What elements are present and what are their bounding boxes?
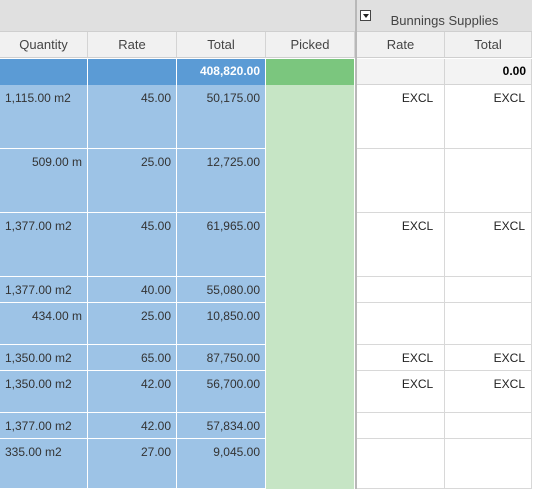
row-total[interactable]: 87,750.00	[177, 345, 266, 371]
row-bs-total[interactable]	[445, 413, 532, 439]
row-total[interactable]: 50,175.00	[177, 85, 266, 149]
row-picked[interactable]	[266, 149, 355, 213]
row-bs-total[interactable]: EXCL	[445, 371, 532, 413]
row-picked[interactable]	[266, 85, 355, 149]
row-bs-rate[interactable]	[357, 277, 445, 303]
row-rate[interactable]: 40.00	[88, 277, 177, 303]
row-picked[interactable]	[266, 213, 355, 277]
row-rate[interactable]: 45.00	[88, 213, 177, 277]
column-header-quantity[interactable]: Quantity	[0, 32, 88, 58]
row-bs-rate[interactable]	[357, 439, 445, 489]
row-bs-total[interactable]	[445, 439, 532, 489]
row-picked[interactable]	[266, 277, 355, 303]
row-picked[interactable]	[266, 413, 355, 439]
summary-rate	[88, 59, 177, 85]
row-picked[interactable]	[266, 303, 355, 345]
row-quantity[interactable]: 1,377.00 m2	[0, 213, 88, 277]
summary-picked	[266, 59, 355, 85]
row-total[interactable]: 12,725.00	[177, 149, 266, 213]
row-quantity[interactable]: 434.00 m	[0, 303, 88, 345]
row-quantity[interactable]: 335.00 m2	[0, 439, 88, 489]
row-quantity[interactable]: 1,377.00 m2	[0, 277, 88, 303]
row-total[interactable]: 55,080.00	[177, 277, 266, 303]
row-rate[interactable]: 25.00	[88, 149, 177, 213]
row-bs-rate[interactable]: EXCL	[357, 371, 445, 413]
summary-bs-rate	[357, 59, 445, 85]
row-total[interactable]: 61,965.00	[177, 213, 266, 277]
row-rate[interactable]: 42.00	[88, 371, 177, 413]
column-header-total[interactable]: Total	[177, 32, 266, 58]
row-picked[interactable]	[266, 345, 355, 371]
column-header-bs-rate[interactable]: Rate	[357, 32, 445, 58]
row-bs-rate[interactable]	[357, 149, 445, 213]
row-picked[interactable]	[266, 371, 355, 413]
row-quantity[interactable]: 1,350.00 m2	[0, 371, 88, 413]
row-bs-total[interactable]: EXCL	[445, 85, 532, 149]
row-quantity[interactable]: 1,377.00 m2	[0, 413, 88, 439]
collapse-icon[interactable]	[360, 10, 371, 21]
row-bs-total[interactable]	[445, 303, 532, 345]
row-rate[interactable]: 65.00	[88, 345, 177, 371]
group-header-blank	[0, 0, 355, 32]
row-bs-rate[interactable]: EXCL	[357, 85, 445, 149]
row-bs-rate[interactable]	[357, 303, 445, 345]
row-rate[interactable]: 45.00	[88, 85, 177, 149]
row-rate[interactable]: 42.00	[88, 413, 177, 439]
row-bs-rate[interactable]: EXCL	[357, 345, 445, 371]
row-total[interactable]: 57,834.00	[177, 413, 266, 439]
row-bs-rate[interactable]: EXCL	[357, 213, 445, 277]
row-quantity[interactable]: 1,115.00 m2	[0, 85, 88, 149]
group-header-bunnings	[357, 0, 532, 32]
column-header-picked[interactable]: Picked	[266, 32, 355, 58]
column-header-rate[interactable]: Rate	[88, 32, 177, 58]
row-quantity[interactable]: 509.00 m	[0, 149, 88, 213]
row-rate[interactable]: 25.00	[88, 303, 177, 345]
row-total[interactable]: 9,045.00	[177, 439, 266, 489]
row-bs-rate[interactable]	[357, 413, 445, 439]
row-bs-total[interactable]	[445, 277, 532, 303]
row-rate[interactable]: 27.00	[88, 439, 177, 489]
row-total[interactable]: 56,700.00	[177, 371, 266, 413]
row-total[interactable]: 10,850.00	[177, 303, 266, 345]
row-bs-total[interactable]: EXCL	[445, 213, 532, 277]
summary-quantity	[0, 59, 88, 85]
frozen-divider	[355, 0, 357, 489]
row-bs-total[interactable]	[445, 149, 532, 213]
row-bs-total[interactable]: EXCL	[445, 345, 532, 371]
row-picked[interactable]	[266, 439, 355, 489]
summary-total: 408,820.00	[177, 59, 266, 85]
column-header-bs-total[interactable]: Total	[445, 32, 532, 58]
row-quantity[interactable]: 1,350.00 m2	[0, 345, 88, 371]
summary-bs-total: 0.00	[445, 59, 532, 85]
group-title: Bunnings Supplies	[390, 13, 499, 28]
